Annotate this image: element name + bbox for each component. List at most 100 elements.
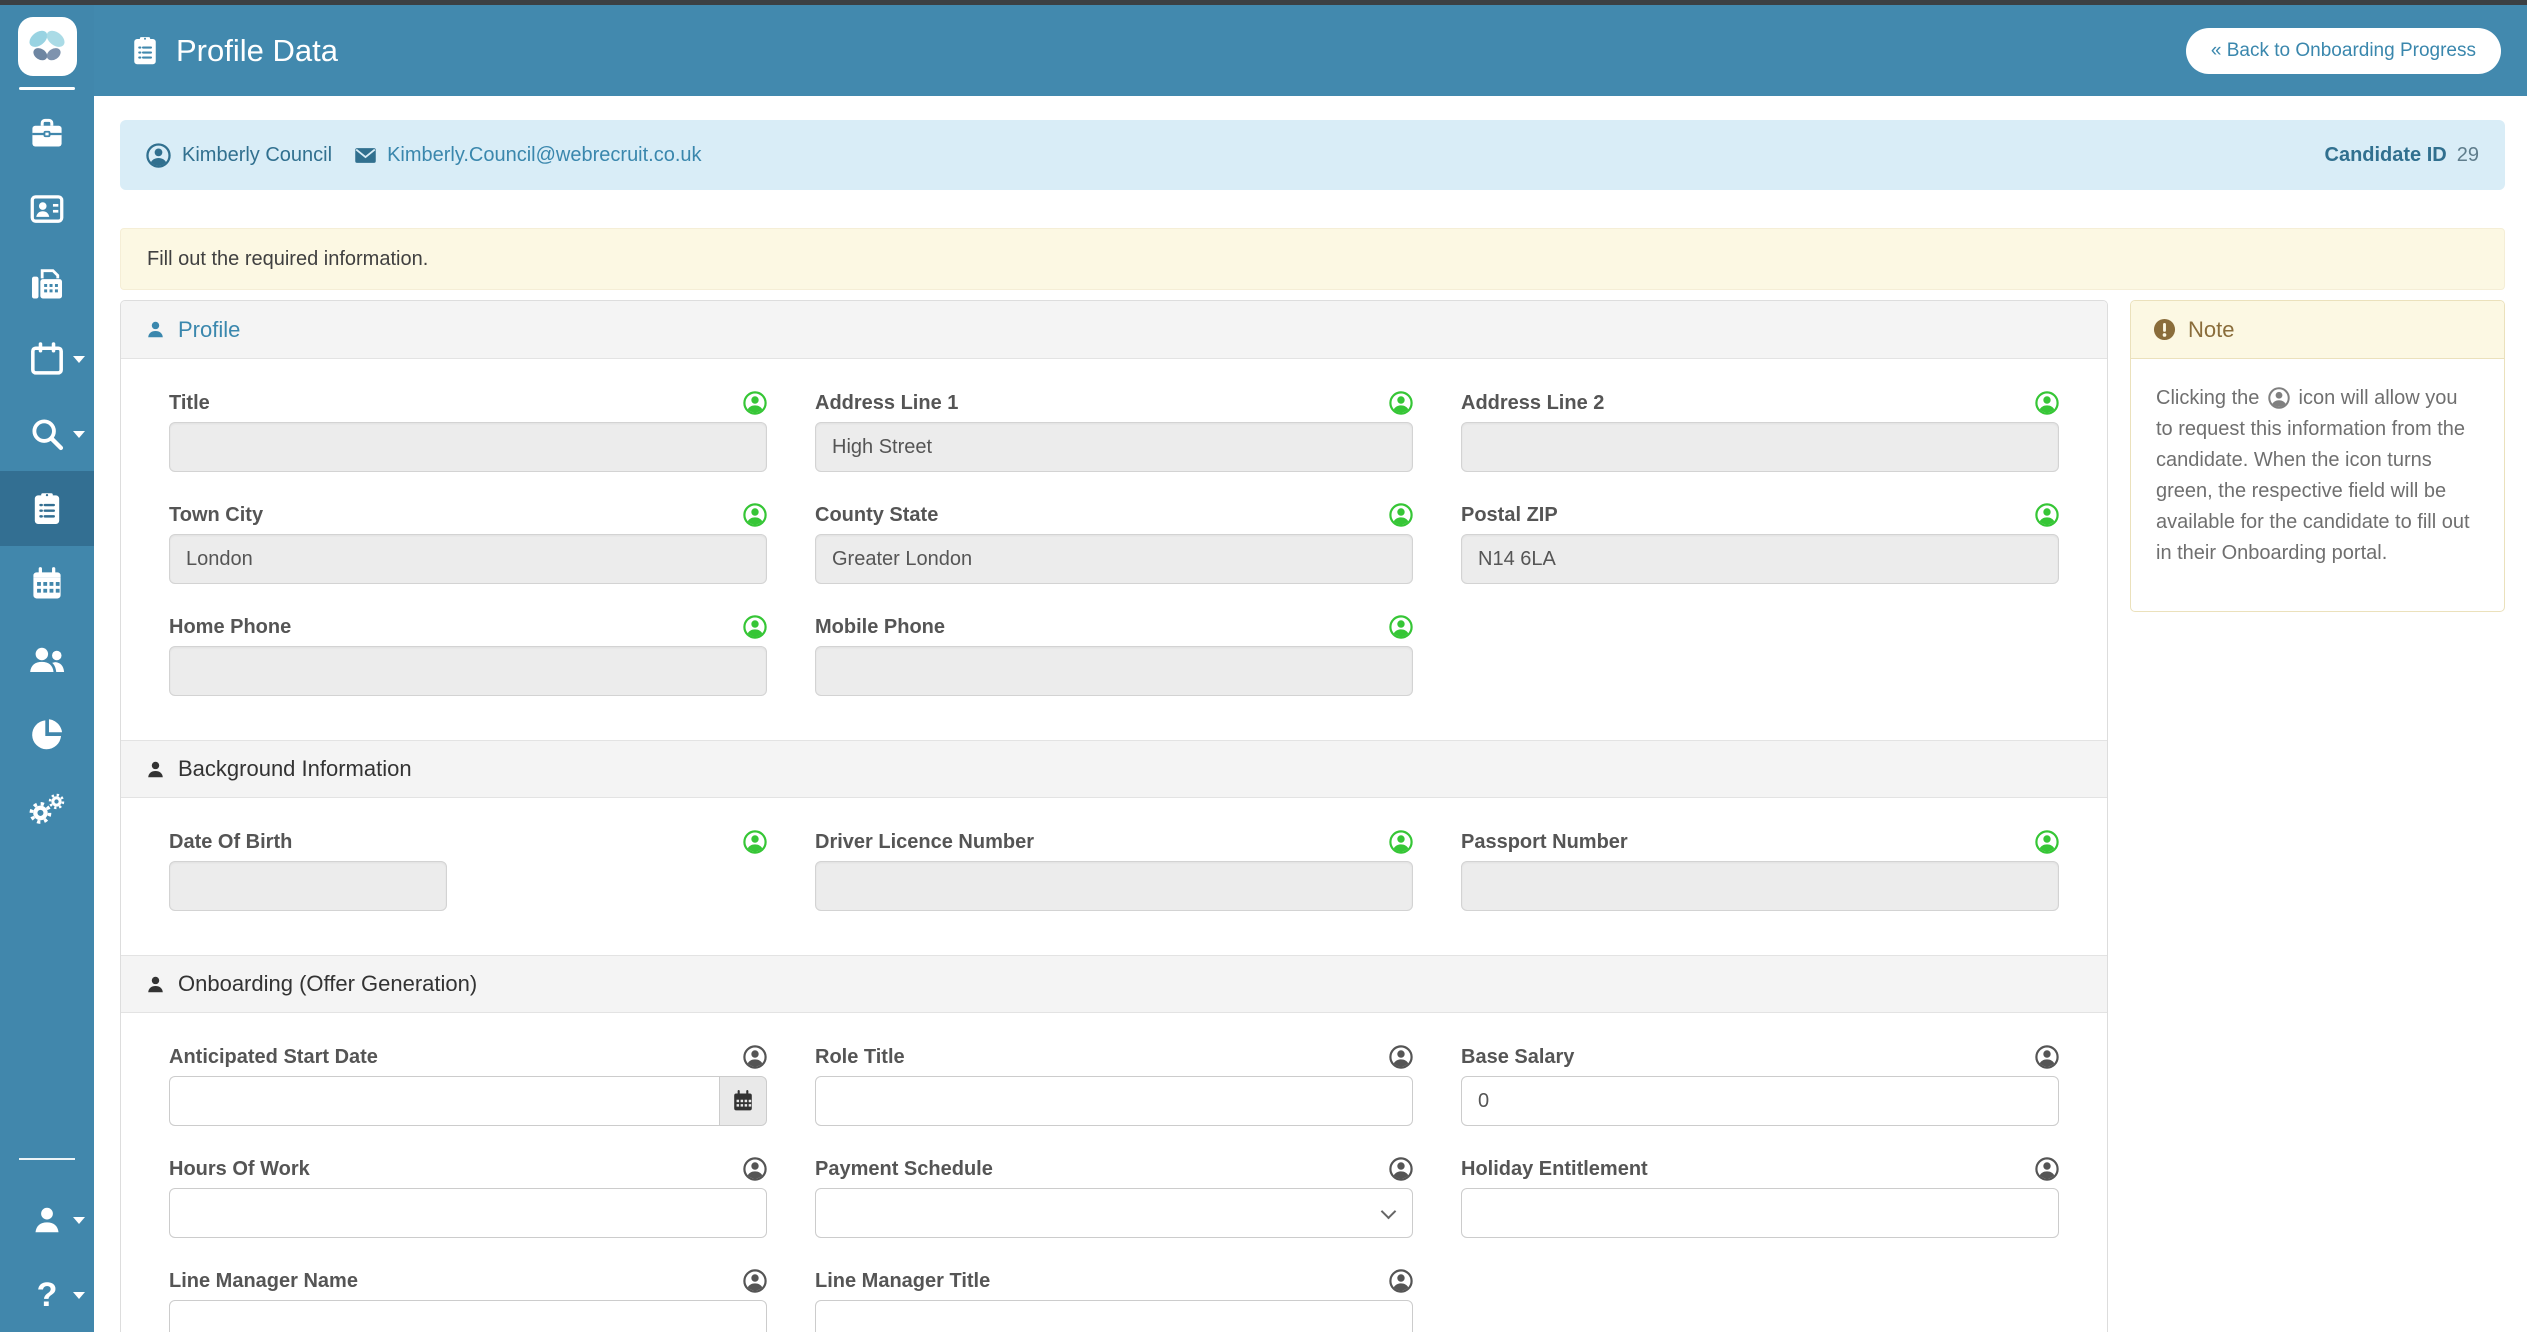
field-label: Line Manager Name [169,1269,358,1292]
sidebar-item-schedule[interactable] [0,546,94,621]
request-from-candidate-icon[interactable] [1389,830,1413,854]
field-mobile-phone: Mobile Phone [815,615,1413,696]
page-title-text: Profile Data [176,32,338,68]
note-panel-heading: Note [2131,301,2504,359]
field-label: Town City [169,503,264,526]
driver-licence-number-input [815,861,1413,911]
candidate-id-value: 29 [2456,143,2479,166]
user-icon [146,760,165,779]
exclamation-circle-icon [2153,318,2176,341]
user-icon [146,320,165,339]
field-label: Line Manager Title [815,1269,991,1292]
candidate-name: Kimberly Council [146,143,332,168]
base-salary-input[interactable] [1461,1076,2059,1126]
section-heading-background-information: Background Information [121,740,2107,798]
window-top-strip [0,0,2527,5]
request-from-candidate-icon[interactable] [2035,1157,2059,1181]
help-icon: ? [36,1275,58,1314]
request-from-candidate-icon[interactable] [1389,391,1413,415]
sidebar-item-fax[interactable] [0,246,94,321]
sidebar-item-onboarding-active[interactable] [0,471,94,546]
app-logo[interactable] [0,5,94,96]
line-manager-name-input[interactable] [169,1300,767,1332]
request-from-candidate-icon[interactable] [2035,830,2059,854]
request-from-candidate-icon[interactable] [743,830,767,854]
field-label: Holiday Entitlement [1461,1157,1648,1180]
request-from-candidate-icon[interactable] [1389,1045,1413,1069]
sidebar-item-account-menu[interactable] [0,1182,94,1257]
address-line-2-input [1461,422,2059,472]
envelope-icon [354,144,377,167]
request-from-candidate-icon[interactable] [2035,391,2059,415]
page-header: Profile Data « Back to Onboarding Progre… [94,5,2527,96]
candidate-id: Candidate ID 29 [2325,144,2480,167]
candidate-email-text: Kimberly.Council@webrecruit.co.uk [387,143,702,166]
sidebar-item-jobs[interactable] [0,96,94,171]
request-from-candidate-icon[interactable] [2035,503,2059,527]
caret-down-icon [73,1216,85,1224]
field-date-of-birth: Date Of Birth [169,830,767,911]
main-content: Kimberly Council Kimberly.Council@webrec… [94,96,2527,1332]
field-town-city: Town City [169,503,767,584]
page-title: Profile Data [130,33,338,69]
sidebar-item-search-menu[interactable] [0,396,94,471]
field-label: Hours Of Work [169,1157,310,1180]
candidate-email-link[interactable]: Kimberly.Council@webrecruit.co.uk [354,143,702,167]
calendar-icon [732,1090,754,1112]
note-panel: Note Clicking the icon will allow you to… [2130,300,2505,612]
caret-down-icon [73,430,85,438]
request-from-candidate-icon[interactable] [743,503,767,527]
field-driver-licence-number: Driver Licence Number [815,830,1413,911]
users-icon [28,642,66,676]
hours-of-work-input[interactable] [169,1188,767,1238]
request-from-candidate-icon[interactable] [743,1045,767,1069]
request-from-candidate-icon[interactable] [743,1157,767,1181]
request-from-candidate-icon[interactable] [1389,1157,1413,1181]
search-icon [30,417,64,451]
field-county-state: County State [815,503,1413,584]
sidebar-item-candidates[interactable] [0,171,94,246]
field-label: County State [815,503,939,526]
sidebar-divider [19,1158,75,1160]
sidebar-item-reports[interactable] [0,696,94,771]
note-text: icon will allow you to request this info… [2156,387,2470,564]
section-title: Onboarding (Offer Generation) [178,971,478,996]
line-manager-title-input[interactable] [815,1300,1413,1332]
passport-number-input [1461,861,2059,911]
role-title-input[interactable] [815,1076,1413,1126]
field-label: Mobile Phone [815,615,945,638]
section-heading-onboarding-offer-generation: Onboarding (Offer Generation) [121,955,2107,1013]
request-from-candidate-icon[interactable] [743,391,767,415]
fax-icon [30,267,64,301]
request-from-candidate-icon[interactable] [1389,615,1413,639]
sidebar-item-help-menu[interactable]: ? [0,1257,94,1332]
field-postal-zip: Postal ZIP [1461,503,2059,584]
user-icon [146,975,165,994]
payment-schedule-select[interactable] [815,1188,1413,1238]
calendar-icon [30,342,64,376]
sidebar-item-settings[interactable] [0,771,94,846]
field-role-title: Role Title [815,1045,1413,1126]
holiday-entitlement-input[interactable] [1461,1188,2059,1238]
candidate-id-label: Candidate ID [2324,143,2447,166]
field-label: Base Salary [1461,1045,1575,1068]
logo-underline [19,87,75,90]
address-card-icon [30,192,64,226]
anticipated-start-date-input[interactable] [169,1076,719,1126]
user-circle-icon [146,143,171,168]
sidebar-item-calendar-menu[interactable] [0,321,94,396]
field-anticipated-start-date: Anticipated Start Date [169,1045,767,1126]
field-label: Anticipated Start Date [169,1045,378,1068]
request-from-candidate-icon[interactable] [1389,1269,1413,1293]
sidebar-item-contacts[interactable] [0,621,94,696]
datepicker-button[interactable] [719,1076,767,1126]
request-from-candidate-icon[interactable] [743,615,767,639]
request-from-candidate-icon[interactable] [1389,503,1413,527]
request-from-candidate-icon[interactable] [743,1269,767,1293]
back-to-onboarding-progress-button[interactable]: « Back to Onboarding Progress [2185,27,2501,74]
request-from-candidate-icon[interactable] [2035,1045,2059,1069]
note-text: Clicking the [2156,387,2260,409]
town-city-input [169,534,767,584]
field-label: Payment Schedule [815,1157,993,1180]
profile-data-panel: Profile Title Address Line 1 [120,300,2108,1332]
